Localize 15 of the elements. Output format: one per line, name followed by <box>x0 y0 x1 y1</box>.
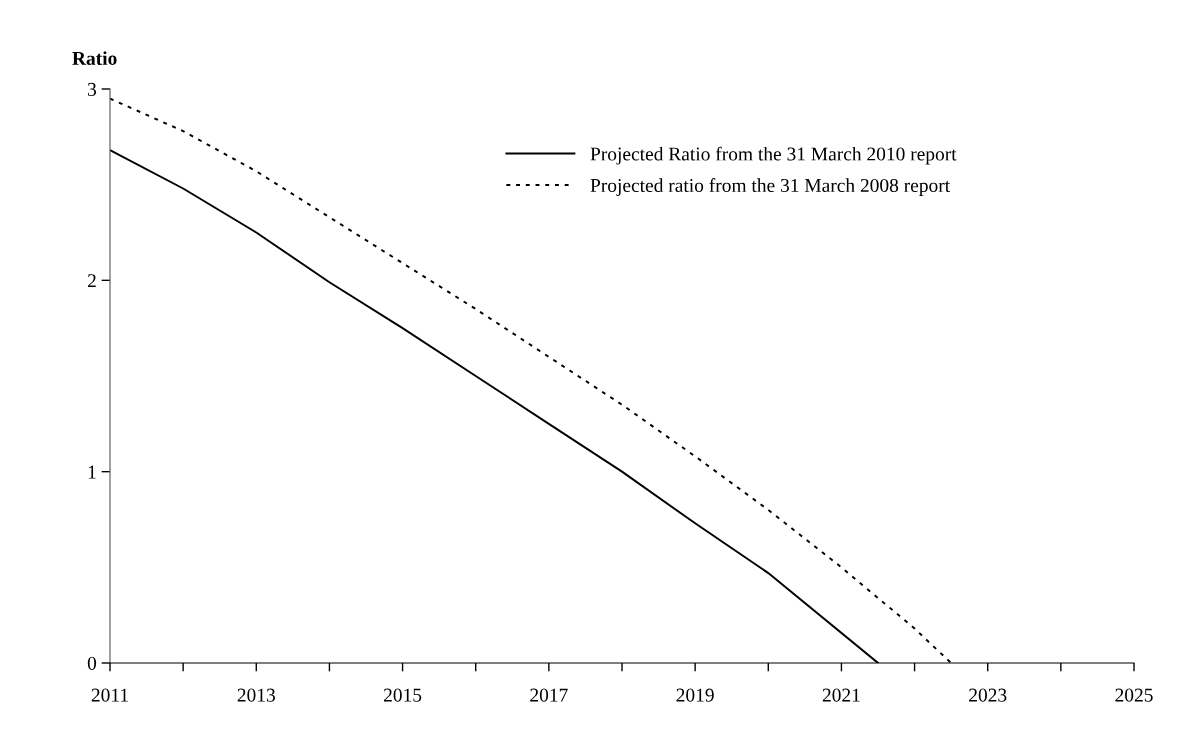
y-tick-label: 1 <box>88 465 96 479</box>
x-tick-label: 2023 <box>969 688 1007 702</box>
y-tick-label: 2 <box>87 274 96 288</box>
y-axis-title: Ratio <box>72 51 117 65</box>
y-tick-label: 0 <box>87 656 97 670</box>
x-tick-label: 2019 <box>676 688 714 702</box>
x-tick-label: 2013 <box>237 688 275 702</box>
y-tick-label: 3 <box>88 82 97 96</box>
x-tick-label: 2015 <box>383 688 422 702</box>
x-tick-label: 2011 <box>91 688 128 702</box>
legend-label: Projected Ratio from the 31 March 2010 report <box>590 146 957 165</box>
x-tick-label: 2017 <box>530 688 568 702</box>
x-tick-label: 2025 <box>1115 688 1153 702</box>
x-tick-label: 2021 <box>822 688 860 702</box>
legend-label: Projected ratio from the 31 March 2008 report <box>590 178 951 196</box>
